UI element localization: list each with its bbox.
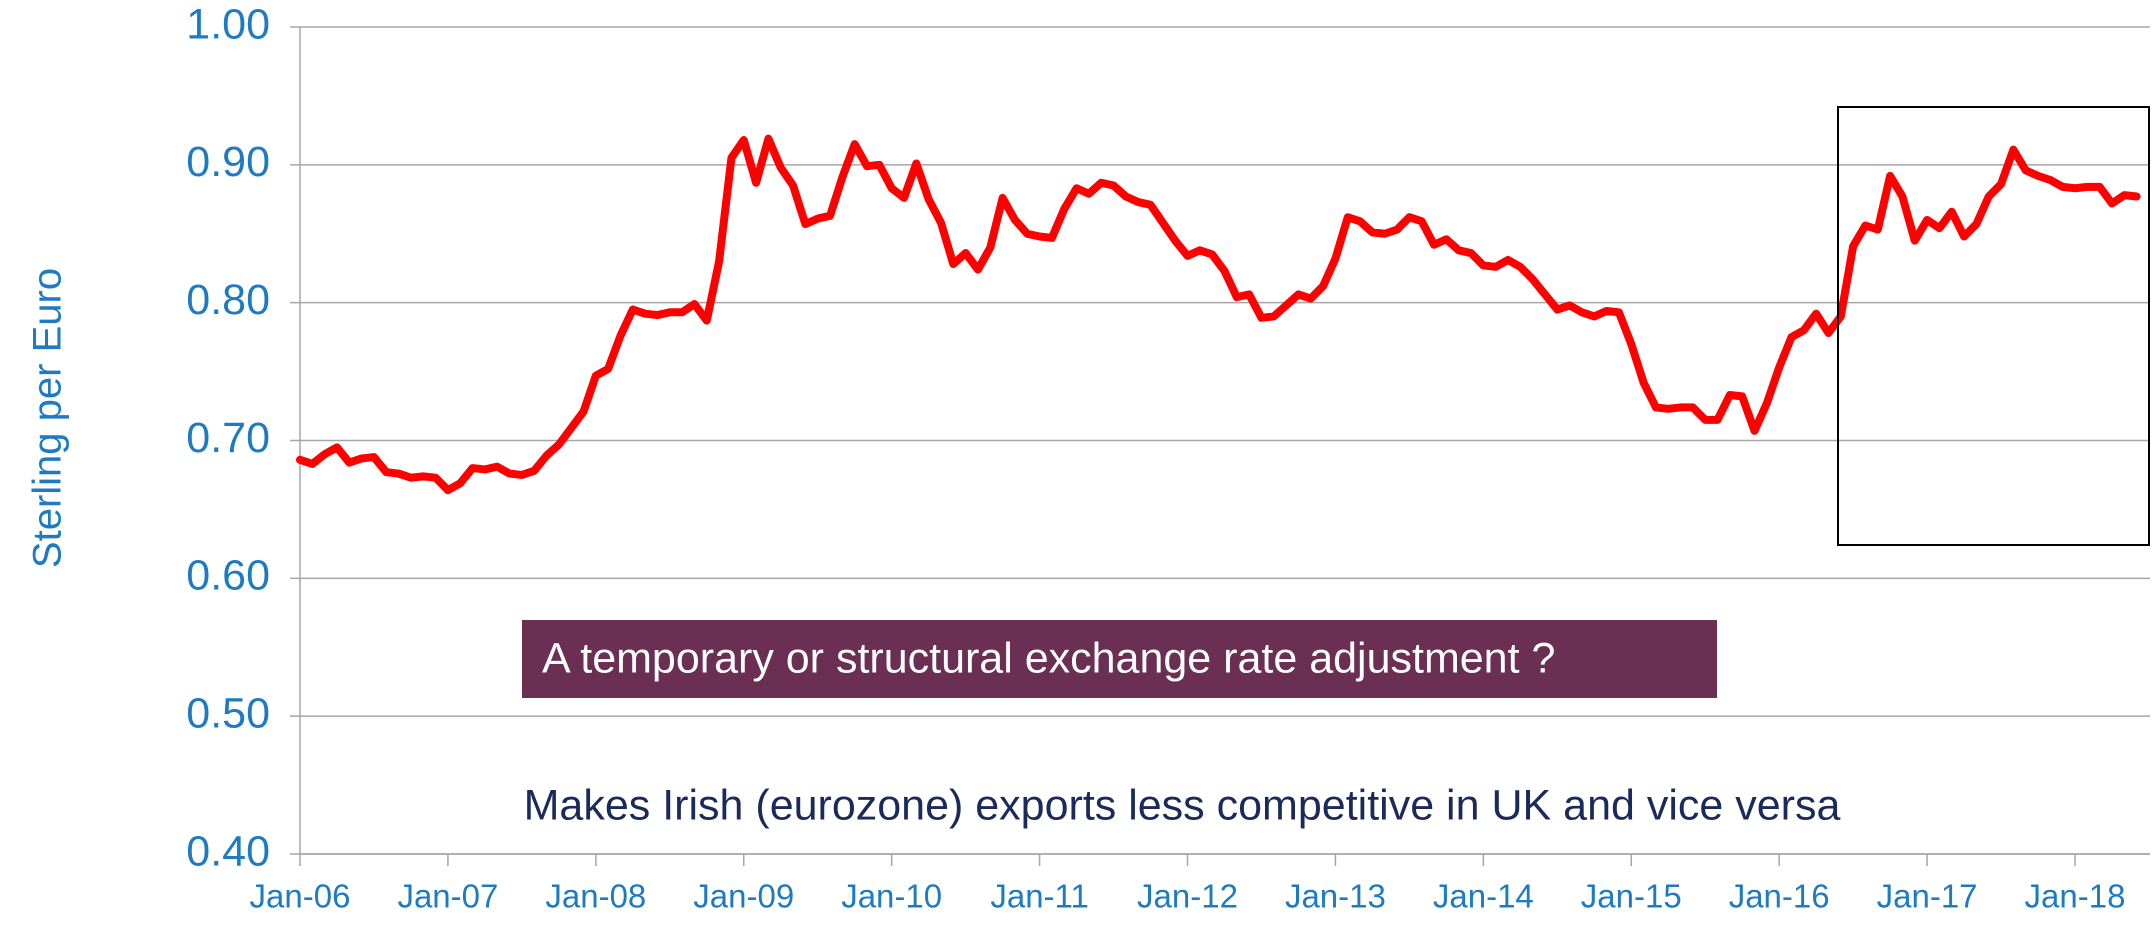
x-tick-label: Jan-06 xyxy=(250,878,351,915)
x-tick-label: Jan-16 xyxy=(1729,878,1830,915)
x-tick-label: Jan-13 xyxy=(1285,878,1386,915)
x-tick-label: Jan-17 xyxy=(1877,878,1978,915)
y-tick-label: 0.60 xyxy=(186,552,270,600)
x-tick-label: Jan-10 xyxy=(841,878,942,915)
x-tick-label: Jan-18 xyxy=(2025,878,2126,915)
x-tick-label: Jan-07 xyxy=(397,878,498,915)
y-tick-label: 0.40 xyxy=(186,827,270,875)
y-tick-label: 0.50 xyxy=(186,690,270,738)
x-tick-label: Jan-11 xyxy=(990,878,1088,915)
x-tick-label: Jan-12 xyxy=(1137,878,1238,915)
y-tick-label: 0.80 xyxy=(186,276,270,324)
y-axis-label: Sterling per Euro xyxy=(26,268,70,568)
annotation-box xyxy=(522,620,1717,698)
data-line xyxy=(296,134,2141,495)
y-tick-label: 0.90 xyxy=(186,138,270,186)
y-tick-label: 1.00 xyxy=(186,0,270,48)
x-tick-label: Jan-14 xyxy=(1433,878,1534,915)
annotation: A temporary or structural exchange rate … xyxy=(542,634,1555,682)
x-tick-label: Jan-15 xyxy=(1581,878,1682,915)
annotation: Makes Irish (eurozone) exports less comp… xyxy=(524,781,1841,829)
x-tick-label: Jan-08 xyxy=(545,878,646,915)
y-tick-label: 0.70 xyxy=(186,414,270,462)
x-tick-label: Jan-09 xyxy=(693,878,794,915)
highlight-box xyxy=(1837,106,2150,546)
